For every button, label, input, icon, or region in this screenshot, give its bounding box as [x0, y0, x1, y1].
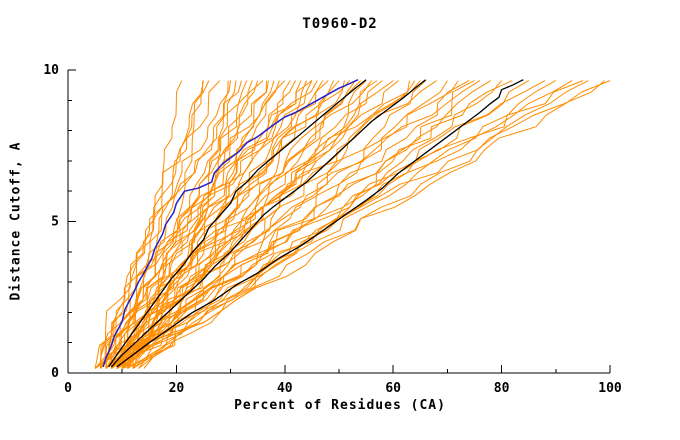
model-curve: [110, 80, 253, 369]
model-curve: [100, 80, 204, 369]
y-axis-label: Distance Cutoff, A: [8, 141, 24, 301]
x-tick-label: 0: [64, 381, 72, 396]
model-curve: [116, 80, 459, 369]
model-curve: [100, 80, 318, 369]
model-curve: [100, 80, 232, 369]
model-curve: [100, 80, 351, 369]
model-curve: [138, 80, 611, 369]
model-curve: [127, 80, 399, 369]
y-tick-label: 5: [51, 215, 59, 230]
x-tick-label: 100: [598, 381, 622, 396]
x-tick-label: 20: [169, 381, 185, 396]
y-tick-label: 10: [43, 63, 59, 78]
x-tick-label: 60: [385, 381, 401, 396]
x-tick-label: 80: [494, 381, 510, 396]
model-curve: [116, 80, 513, 369]
series-black-model-1: [108, 79, 367, 368]
model-curve: [110, 80, 291, 369]
model-curve: [127, 80, 280, 369]
series-black-model-2: [110, 79, 427, 368]
model-curve: [105, 80, 242, 369]
model-curve: [121, 80, 329, 369]
model-curve: [127, 80, 584, 369]
x-tick-label: 40: [277, 381, 293, 396]
model-curve: [111, 80, 229, 369]
model-curve: [110, 80, 481, 369]
series-black-model-3: [116, 79, 524, 368]
series-blue-model: [102, 79, 359, 368]
model-curve: [122, 80, 475, 369]
model-curve: [94, 80, 248, 369]
model-curve: [94, 80, 221, 369]
model-curve: [105, 80, 302, 369]
model-curve: [127, 80, 345, 369]
model-curve: [105, 80, 372, 369]
y-tick-label: 0: [51, 366, 59, 381]
model-curve: [132, 80, 589, 369]
model-curve: [132, 80, 427, 369]
chart-title: T0960-D2: [302, 16, 378, 32]
model-curve: [132, 80, 502, 369]
model-curve: [143, 80, 605, 369]
x-axis-label: Percent of Residues (CA): [234, 398, 446, 413]
model-curve: [127, 80, 573, 369]
model-curve: [111, 80, 367, 369]
model-curve: [121, 80, 448, 369]
